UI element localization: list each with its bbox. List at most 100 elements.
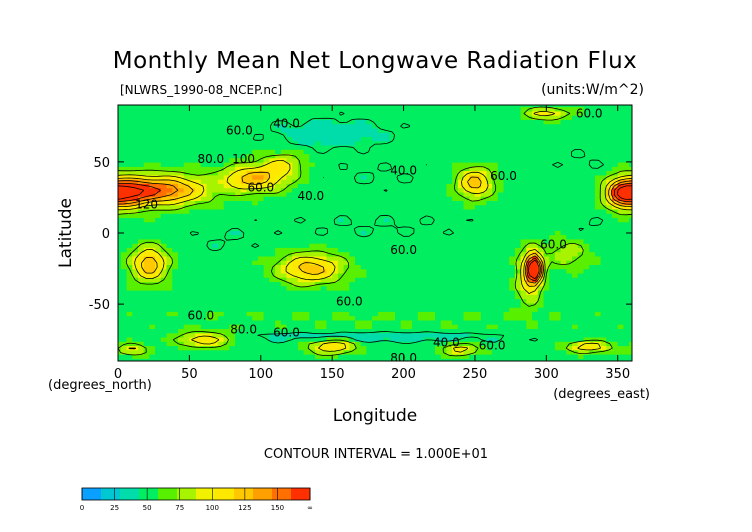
heat-cell	[623, 269, 630, 275]
heat-cell	[320, 282, 327, 287]
heat-cell	[514, 201, 522, 206]
heat-cell	[412, 277, 419, 283]
heat-cell	[309, 171, 316, 176]
heat-cell	[286, 316, 293, 322]
heat-cell	[560, 269, 567, 275]
heat-cell	[486, 252, 493, 258]
heat-cell	[360, 230, 367, 236]
heat-cell	[383, 260, 390, 266]
heat-cell	[349, 294, 356, 300]
heat-cell	[509, 141, 516, 147]
heat-cell	[337, 230, 345, 236]
heat-cell	[246, 149, 253, 155]
heat-cell	[532, 166, 539, 172]
heat-cell	[463, 226, 470, 232]
heat-cell	[349, 316, 356, 322]
heat-cell	[120, 277, 128, 283]
heat-cell	[360, 307, 367, 313]
heat-cell	[617, 252, 624, 258]
heat-cell	[497, 149, 505, 155]
heat-cell	[246, 162, 253, 168]
heat-cell	[229, 119, 236, 125]
heat-cell	[417, 282, 425, 287]
heat-cell	[132, 111, 139, 117]
heat-cell	[554, 307, 562, 313]
heat-cell	[332, 213, 339, 219]
heat-cell	[446, 316, 453, 322]
heat-cell	[229, 179, 236, 185]
heat-cell	[389, 277, 396, 283]
heat-cell	[560, 299, 567, 304]
heat-cell	[337, 226, 345, 232]
heat-cell	[623, 158, 630, 164]
heat-cell	[138, 307, 145, 313]
heat-cell	[560, 115, 567, 121]
heat-cell	[309, 294, 316, 300]
heat-cell	[332, 307, 339, 313]
heat-cell	[589, 183, 596, 189]
heat-cell	[155, 111, 162, 117]
heat-cell	[383, 286, 390, 292]
heat-cell	[263, 183, 270, 189]
heat-cell	[280, 107, 288, 112]
heat-cell	[617, 145, 624, 151]
heat-cell	[246, 183, 253, 189]
heat-cell	[332, 226, 339, 232]
heat-cell	[417, 201, 425, 206]
heat-cell	[366, 209, 373, 215]
heat-cell	[118, 192, 122, 198]
heat-cell	[629, 226, 632, 232]
heat-cell	[543, 115, 550, 121]
heat-cell	[183, 111, 190, 117]
heat-cell	[138, 235, 145, 240]
heat-cell	[372, 222, 379, 228]
heat-cell	[377, 111, 385, 117]
heat-cell	[292, 294, 299, 300]
heat-cell	[309, 119, 316, 125]
heat-cell	[617, 311, 624, 317]
heat-cell	[395, 132, 402, 138]
heat-cell	[138, 329, 145, 334]
heat-cell	[612, 230, 619, 236]
heat-cell	[217, 111, 225, 117]
heat-cell	[412, 132, 419, 138]
heat-cell	[429, 132, 436, 138]
heat-cell	[389, 119, 396, 125]
heat-cell	[360, 329, 367, 334]
heat-cell	[195, 119, 202, 125]
heat-cell	[252, 265, 259, 270]
heat-cell	[309, 166, 316, 172]
heat-cell	[132, 183, 139, 189]
heat-cell	[446, 294, 453, 300]
heat-cell	[452, 324, 459, 330]
heat-cell	[560, 205, 567, 211]
heat-cell	[452, 183, 459, 189]
heat-cell	[269, 162, 276, 168]
heat-cell	[474, 158, 482, 164]
heat-cell	[212, 105, 219, 108]
heat-cell	[280, 213, 288, 219]
heat-cell	[532, 171, 539, 176]
heat-cell	[486, 320, 493, 326]
heat-cell	[292, 145, 299, 151]
heat-cell	[469, 333, 476, 339]
heat-cell	[600, 277, 607, 283]
heat-cell	[217, 320, 225, 326]
heat-cell	[292, 218, 299, 223]
heat-cell	[486, 145, 493, 151]
heat-cell	[543, 154, 550, 159]
heat-cell	[240, 213, 248, 219]
heat-cell	[577, 256, 584, 262]
heat-cell	[189, 149, 196, 155]
heat-cell	[355, 183, 362, 189]
heat-cell	[160, 166, 168, 172]
heat-cell	[132, 273, 139, 279]
heat-cell	[132, 290, 139, 296]
heat-cell	[526, 286, 533, 292]
heat-cell	[200, 273, 208, 279]
heat-cell	[326, 290, 333, 296]
heat-cell	[589, 132, 596, 138]
heat-cell	[566, 222, 573, 228]
heat-cell	[223, 128, 230, 134]
heat-cell	[337, 213, 345, 219]
